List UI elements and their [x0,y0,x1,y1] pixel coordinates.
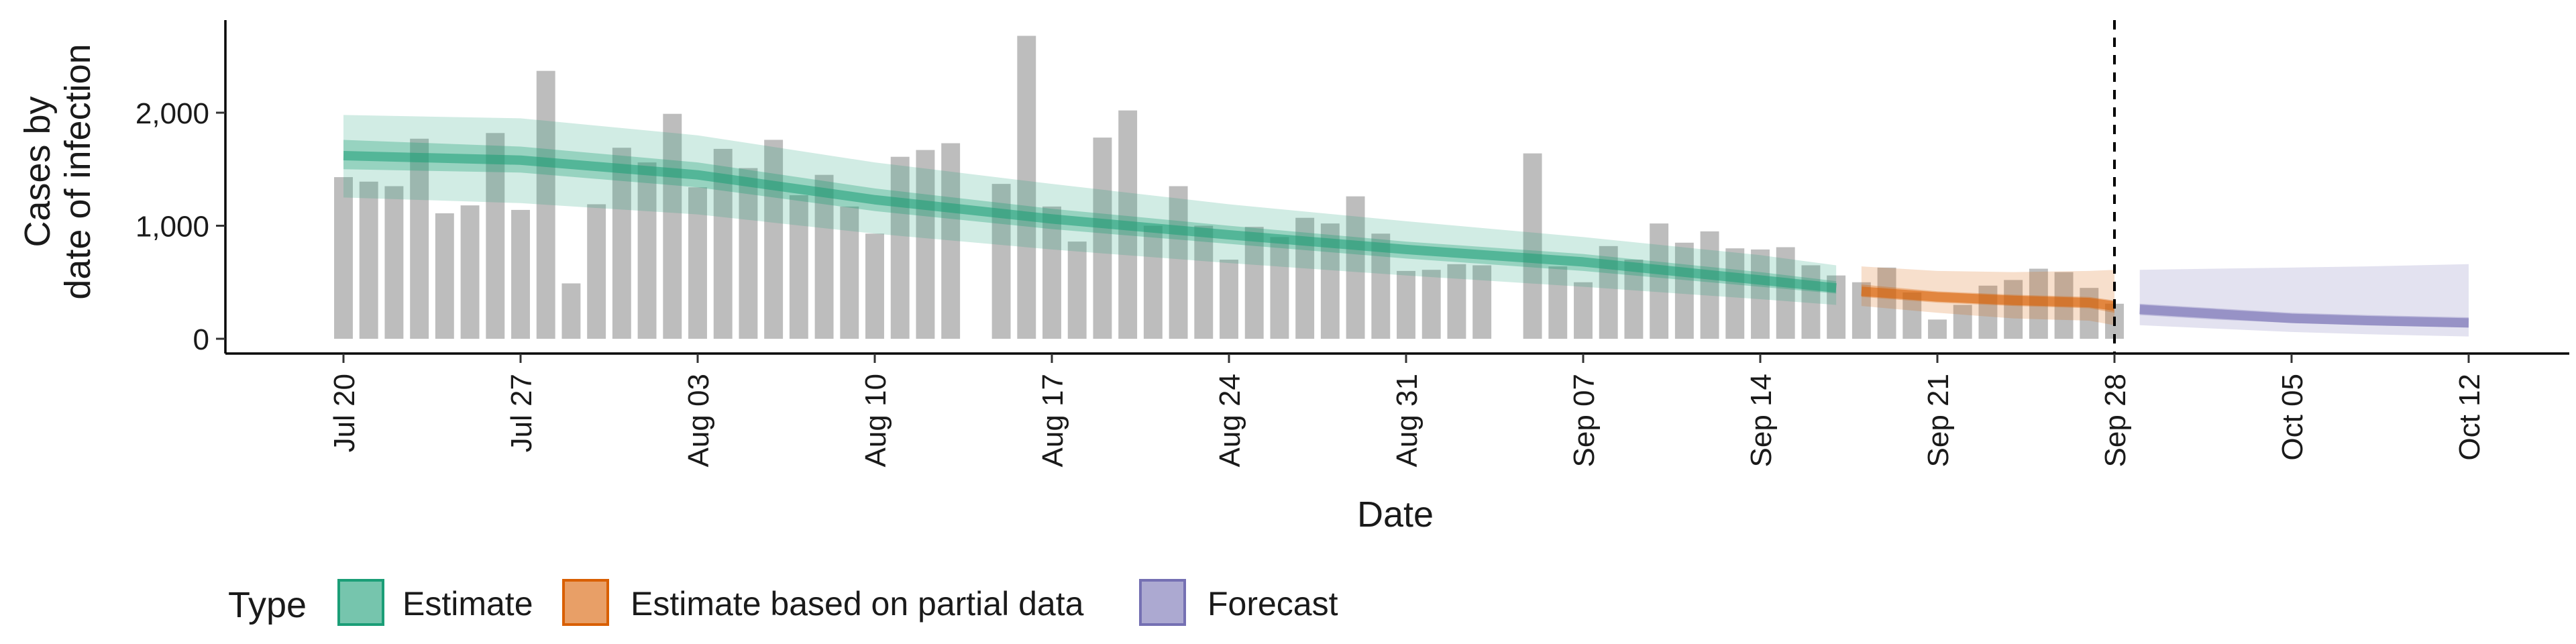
case-bar [941,143,961,339]
x-tick-label: Sep 07 [1568,374,1601,467]
case-bar [435,213,454,339]
case-bar [1548,266,1568,339]
case-bar [1776,247,1795,339]
x-tick-label: Aug 10 [859,374,892,467]
axes: 0 1,000 2,000 Jul 20 Jul 27 Aug 03 Aug 10 Aug 1… [136,20,2569,467]
y-tick-label: 0 [193,323,209,356]
case-bar [890,156,910,339]
median-line [343,151,1837,293]
reported-case-bars [334,36,2124,339]
legend-key [562,579,609,626]
case-bar [1421,270,1441,339]
case-bar [814,174,834,339]
legend-key [1139,579,1186,626]
x-tick-label: Aug 31 [1391,374,1424,467]
case-bar [1042,206,1061,339]
estimate-bands [343,115,2469,337]
x-tick-label: Jul 20 [328,374,361,452]
y-tick-label: 2,000 [136,97,209,130]
case-bar [1093,138,1112,339]
case-bar [1067,241,1087,339]
case-bar [1346,196,1365,339]
case-bar [587,204,606,339]
case-bar [1447,264,1466,339]
case-bar [460,205,480,339]
case-bar [1953,305,1972,339]
x-tick-label: Sep 21 [1922,374,1955,467]
case-bar [1270,237,1289,339]
case-bar [663,113,682,339]
legend: Type Estimate Estimate based on partial d… [228,579,1338,626]
case-bar [1650,223,1669,339]
case-bar [637,162,657,339]
x-axis-label: Date [1357,494,1434,535]
case-bar [1725,248,1745,339]
case-bar [1220,260,1238,339]
case-bar [1700,231,1719,339]
case-bar [612,148,631,339]
case-bar [1928,319,1947,339]
case-bar [1143,225,1163,339]
case-bar [334,177,353,339]
case-bar [1674,242,1694,339]
legend-title: Type [228,585,307,625]
case-bar [1523,153,1542,339]
case-bar [1169,186,1188,339]
median-line [2139,305,2469,328]
legend-key [337,579,384,626]
case-bar [865,233,884,339]
case-bar [384,186,404,339]
case-bar [840,206,859,339]
median-line [1861,286,2115,311]
case-bar [486,133,505,339]
case-bar [1574,282,1593,339]
x-tick-label: Oct 05 [2276,374,2309,461]
case-bar [2080,288,2099,339]
x-tick-label: Aug 24 [1214,374,1246,467]
case-bar [789,195,808,339]
x-tick-label: Sep 28 [2099,374,2132,467]
case-bar [688,187,707,339]
x-tick-label: Jul 27 [505,374,538,452]
legend-label: Forecast [1208,585,1338,623]
y-axis-label-line-1: Cases by [17,96,58,247]
case-bar [561,283,581,339]
case-bar [1751,249,1770,339]
y-tick-label: 1,000 [136,211,209,244]
case-bar [1877,267,1896,339]
x-tick-label: Sep 14 [1745,374,1778,467]
case-bar [511,209,530,339]
case-bar [916,150,935,339]
case-bar [1017,36,1036,339]
case-bar [764,140,784,339]
x-tick-label: Oct 12 [2453,374,2486,461]
legend-label: Estimate based on partial data [631,585,1084,623]
case-bar [1244,227,1264,339]
case-bar [1194,225,1214,339]
case-bar [2004,280,2023,339]
x-tick-label: Aug 03 [682,374,715,467]
legend-label: Estimate [402,585,533,623]
case-bar [410,138,429,339]
case-bar [536,70,555,339]
case-bar [1472,265,1492,339]
case-bar [359,181,378,339]
x-tick-label: Aug 17 [1036,374,1069,467]
band-90 [343,115,1837,305]
y-axis-label-line-2: date of infection [58,44,98,299]
case-bar [1397,270,1415,339]
case-bar [1624,260,1644,339]
case-bar [1801,265,1821,339]
case-bar [739,168,758,339]
